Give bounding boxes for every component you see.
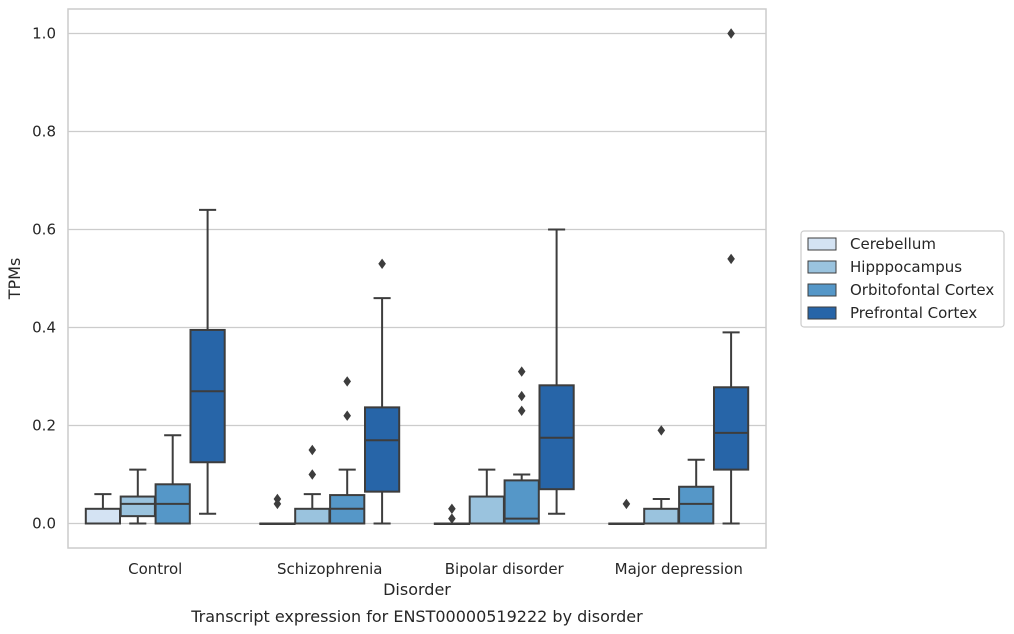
box-iqr	[643, 507, 680, 525]
box-hipppocampus	[468, 468, 505, 525]
legend-swatch	[807, 283, 837, 297]
outlier-marker	[517, 390, 526, 402]
legend-swatch	[807, 306, 837, 320]
y-tick-label: 0.4	[32, 319, 56, 337]
x-tick-label: Schizophrenia	[277, 560, 382, 578]
box-cerebellum	[259, 493, 296, 525]
x-tick-label: Major depression	[615, 560, 743, 578]
outlier-marker	[517, 366, 526, 377]
box-iqr	[712, 386, 750, 471]
outlier-marker	[343, 410, 351, 421]
box-iqr	[363, 406, 401, 493]
outlier-marker	[308, 444, 317, 456]
box-hipppocampus	[119, 468, 156, 525]
box-cerebellum	[84, 493, 122, 525]
box-iqr	[678, 485, 715, 525]
outlier-marker	[273, 493, 282, 505]
legend-label: Hipppocampus	[850, 258, 962, 276]
outlier-marker	[308, 469, 317, 480]
outlier-marker	[448, 503, 456, 514]
legend-label: Cerebellum	[850, 235, 936, 253]
outlier-marker	[622, 498, 631, 510]
outlier-marker	[657, 425, 666, 436]
box-iqr	[119, 495, 156, 518]
box-cerebellum	[433, 503, 471, 525]
outlier-marker	[378, 258, 386, 269]
box-hipppocampus	[294, 444, 331, 525]
box-prefrontal-cortex	[189, 208, 226, 515]
box-iqr	[189, 328, 226, 464]
x-tick-label: Bipolar disorder	[445, 560, 565, 578]
plot-area-frame	[67, 8, 767, 549]
legend-label: Orbitofontal Cortex	[850, 281, 994, 299]
outlier-marker	[727, 28, 735, 39]
outlier-marker	[448, 513, 456, 524]
x-axis-label: Disorder	[383, 580, 451, 599]
box-orbitofontal-cortex	[154, 434, 191, 525]
y-tick-labels: 0.0 0.2 0.4 0.6 0.8 1.0	[32, 25, 56, 533]
box-orbitofontal-cortex	[329, 376, 366, 525]
y-axis-label: TPMs	[5, 258, 24, 301]
box-prefrontal-cortex	[363, 258, 401, 525]
outlier-marker	[343, 376, 351, 387]
box-prefrontal-cortex	[712, 28, 750, 525]
y-tick-label: 0.0	[32, 515, 56, 533]
box-iqr	[503, 479, 540, 525]
box-iqr	[294, 507, 331, 525]
chart-caption: Transcript expression for ENST0000051922…	[190, 607, 643, 626]
box-orbitofontal-cortex	[678, 458, 715, 525]
y-tick-label: 0.8	[32, 123, 56, 141]
x-tick-label: Control	[128, 560, 182, 578]
box-iqr	[468, 495, 505, 525]
box-plots	[84, 28, 750, 525]
y-tick-label: 0.6	[32, 221, 56, 239]
legend: Cerebellum Hipppocampus Orbitofontal Corte…	[800, 230, 1005, 328]
box-cerebellum	[608, 498, 645, 525]
legend-frame	[800, 230, 1005, 328]
x-tick-labels: Control Schizophrenia Bipolar disorder Majo…	[128, 560, 743, 578]
box-iqr	[84, 507, 122, 525]
outlier-marker	[517, 405, 526, 416]
legend-swatch	[807, 237, 837, 251]
box-hipppocampus	[643, 425, 680, 525]
y-tick-label: 1.0	[32, 25, 56, 43]
outlier-marker	[727, 253, 735, 265]
legend-label: Prefrontal Cortex	[850, 304, 977, 322]
box-prefrontal-cortex	[538, 228, 575, 515]
legend-swatch	[807, 260, 837, 274]
y-tick-label: 0.2	[32, 417, 56, 435]
box-orbitofontal-cortex	[503, 366, 540, 525]
